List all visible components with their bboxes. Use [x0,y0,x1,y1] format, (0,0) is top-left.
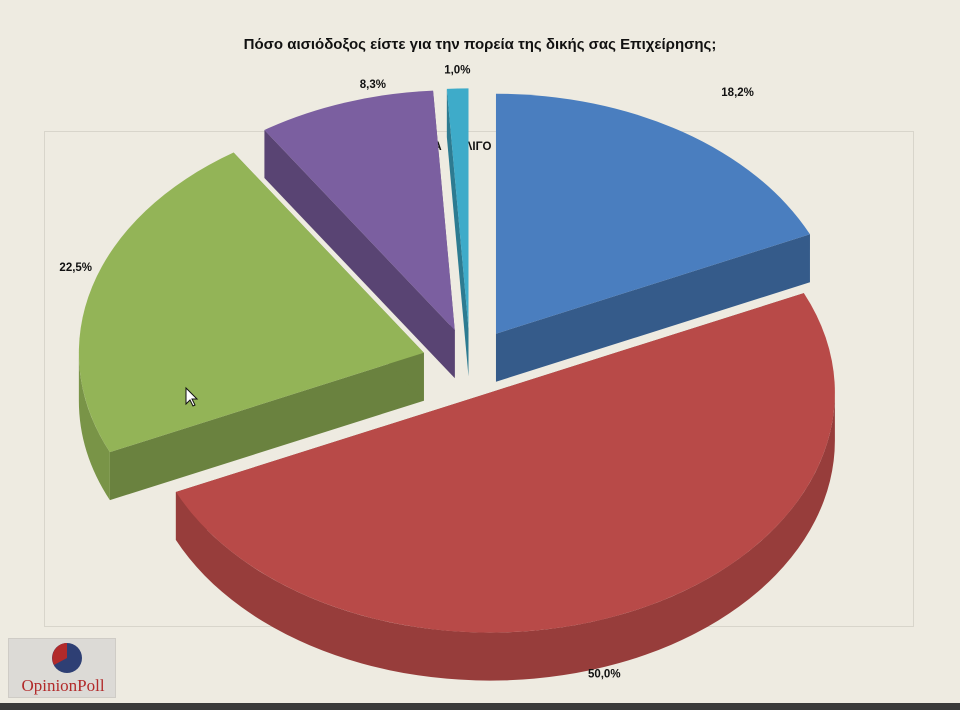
pie-slice-top-1 [175,293,835,633]
pie-slice-side-4-0 [446,88,469,377]
pie-slice-1 [175,293,835,681]
mouse-cursor-icon [185,386,199,407]
opinionpoll-logo: OpinionPoll [8,638,116,698]
window-bottom-edge [0,703,960,710]
data-label-0: 18,2% [721,87,754,99]
pie-slice-wall-1-0 [175,392,835,681]
logo-text: OpinionPoll [21,676,105,695]
pie-slice-3 [264,90,455,379]
pie-slice-side-2-0 [109,352,424,501]
pie-slice-top-4 [446,88,469,329]
pie-slice-top-2 [78,152,424,453]
pie-slice-0 [495,93,810,382]
logo-emblem-icon [52,643,82,673]
data-label-4: 1,0% [444,64,470,76]
data-label-2: 22,5% [59,262,92,274]
data-label-3: 8,3% [360,79,386,91]
legend-label-2: ΛΙΓΟ [464,141,492,153]
pie-slice-2 [78,152,424,501]
pie-slice-wall-2-0 [78,352,110,501]
data-label-1: 50,0% [588,668,621,680]
chart-title: Πόσο αισιόδοξος είστε για την πορεία της… [243,36,717,53]
pie-slice-4 [446,88,469,377]
pie-slice-top-3 [264,90,455,331]
pie-slice-side-3-0 [264,129,455,379]
pie-slice-side-0-1 [495,234,810,382]
pie-slice-top-0 [495,93,810,334]
